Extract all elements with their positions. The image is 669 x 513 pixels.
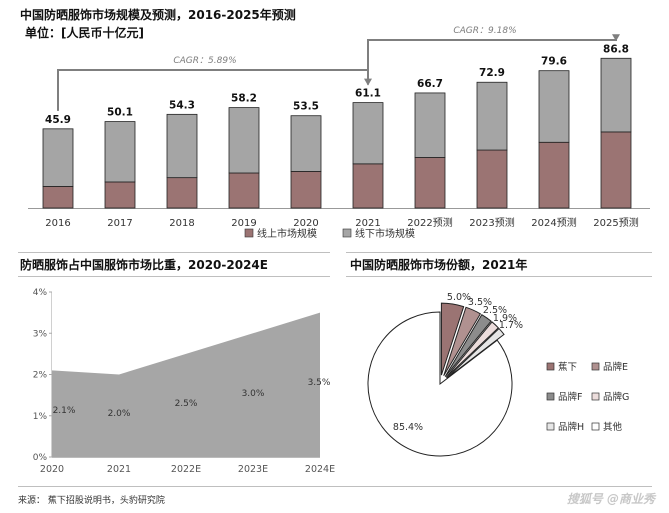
area-value-label: 2.1%	[53, 406, 76, 416]
x-tick-label: 2022预测	[407, 216, 452, 229]
bar-total-label: 86.8	[603, 43, 629, 55]
bar-total-label: 58.2	[231, 93, 257, 105]
market-size-bar-chart: 45.9 2016 50.1 2017 54.3 2018 58.2 2019 53.5 2020…	[28, 26, 650, 240]
section-divider-left	[18, 252, 330, 253]
legend-label: 线上市场规模	[257, 227, 317, 240]
pie-slice-label: 3.5%	[468, 297, 492, 308]
x-tick-label: 2021	[355, 218, 380, 229]
bar-offline	[352, 102, 384, 165]
x-tick-label: 2021	[107, 464, 131, 475]
bar-online	[414, 157, 446, 209]
bar-total-label: 61.1	[355, 88, 381, 100]
unit-label: 单位：[人民币十亿元]	[25, 26, 144, 40]
section-divider-right-2	[346, 276, 652, 277]
pie-legend-label: 蕉下	[558, 361, 577, 373]
bar-online	[476, 149, 508, 209]
bar-offline	[228, 107, 260, 174]
legend-swatch	[342, 228, 352, 238]
pie-legend-label: 品牌G	[603, 391, 629, 403]
x-tick-label: 2024E	[305, 464, 335, 475]
area-fill	[52, 312, 320, 457]
bar-chart-title: 中国防晒服饰市场规模及预测，2016-2025年预测	[20, 8, 296, 22]
pie-slice-label: 1.7%	[499, 320, 523, 331]
source-note: 来源： 蕉下招股说明书，头豹研究院	[18, 496, 165, 506]
x-tick-label: 2016	[45, 218, 70, 229]
x-tick-label: 2017	[107, 218, 132, 229]
pie-legend-swatch	[546, 392, 555, 401]
bar-total-label: 50.1	[107, 107, 133, 119]
pie-slice-label: 5.0%	[447, 292, 471, 303]
y-tick-label: 1%	[33, 412, 48, 422]
pie-legend-swatch	[591, 422, 600, 431]
bar-total-label: 79.6	[541, 56, 567, 68]
bar-offline	[600, 57, 632, 133]
x-tick-label: 2018	[169, 218, 194, 229]
bar-total-label: 53.5	[293, 101, 319, 113]
pie-legend-label: 品牌H	[558, 421, 584, 433]
bar-offline	[290, 115, 322, 172]
bar-offline	[538, 70, 570, 143]
legend-label: 线下市场规模	[355, 227, 415, 240]
x-tick-label: 2022E	[171, 464, 201, 475]
pie-legend-label: 品牌E	[603, 361, 628, 373]
x-tick-label: 2020	[40, 464, 64, 475]
x-tick-label: 2019	[231, 218, 256, 229]
footer-divider	[18, 486, 652, 487]
bar-offline	[476, 81, 508, 151]
pie-slice	[367, 311, 513, 457]
pie-chart-title: 中国防晒服饰市场份额，2021年	[350, 258, 528, 272]
bar-online	[166, 177, 198, 209]
pie-legend-label: 其他	[603, 421, 623, 433]
bar-total-label: 66.7	[417, 78, 443, 90]
x-tick-label: 2020	[293, 218, 318, 229]
pie-legend-swatch	[546, 422, 555, 431]
pie-legend-swatch	[591, 392, 600, 401]
bar-total-label: 54.3	[169, 99, 195, 111]
section-divider-left-2	[18, 276, 330, 277]
bar-total-label: 72.9	[479, 67, 505, 79]
section-divider-right	[346, 252, 652, 253]
area-value-label: 2.5%	[175, 399, 198, 409]
y-tick-label: 0%	[33, 453, 48, 463]
area-value-label: 3.0%	[242, 389, 265, 399]
cagr-label: CAGR：5.89%	[173, 56, 236, 66]
bar-total-label: 45.9	[45, 114, 71, 126]
area-value-label: 2.0%	[108, 409, 131, 419]
cagr-arrowhead	[612, 34, 620, 42]
area-chart-title: 防晒服饰占中国服饰市场比重，2020-2024E	[20, 258, 268, 272]
cagr-label: CAGR：9.18%	[453, 26, 516, 36]
pie-legend-swatch	[546, 362, 555, 371]
pie-slice-label: 2.5%	[483, 305, 507, 316]
bar-offline	[104, 121, 136, 183]
bar-offline	[414, 92, 446, 158]
watermark: 搜狐号 @商业秀	[566, 492, 655, 506]
legend-swatch	[244, 228, 254, 238]
x-tick-label: 2023预测	[469, 216, 514, 229]
y-tick-label: 2%	[33, 371, 48, 381]
pie-slice-label: 1.9%	[493, 313, 517, 324]
x-tick-label: 2023E	[238, 464, 268, 475]
bar-offline	[42, 128, 74, 187]
pie-legend-swatch	[591, 362, 600, 371]
pie-slice	[440, 302, 465, 376]
pie-slice	[444, 313, 492, 377]
pie-slice-label: 85.4%	[393, 422, 423, 433]
pie-legend-label: 品牌F	[558, 391, 582, 403]
y-tick-label: 4%	[33, 288, 48, 298]
bar-offline	[166, 113, 198, 179]
pie-slice	[446, 327, 505, 379]
pie-slice	[443, 306, 482, 377]
area-value-label: 3.5%	[308, 378, 331, 388]
x-tick-label: 2025预测	[593, 216, 638, 229]
pie-slice	[445, 321, 500, 378]
y-tick-label: 3%	[33, 329, 48, 339]
x-tick-label: 2024预测	[531, 216, 576, 229]
bar-online	[600, 131, 632, 209]
